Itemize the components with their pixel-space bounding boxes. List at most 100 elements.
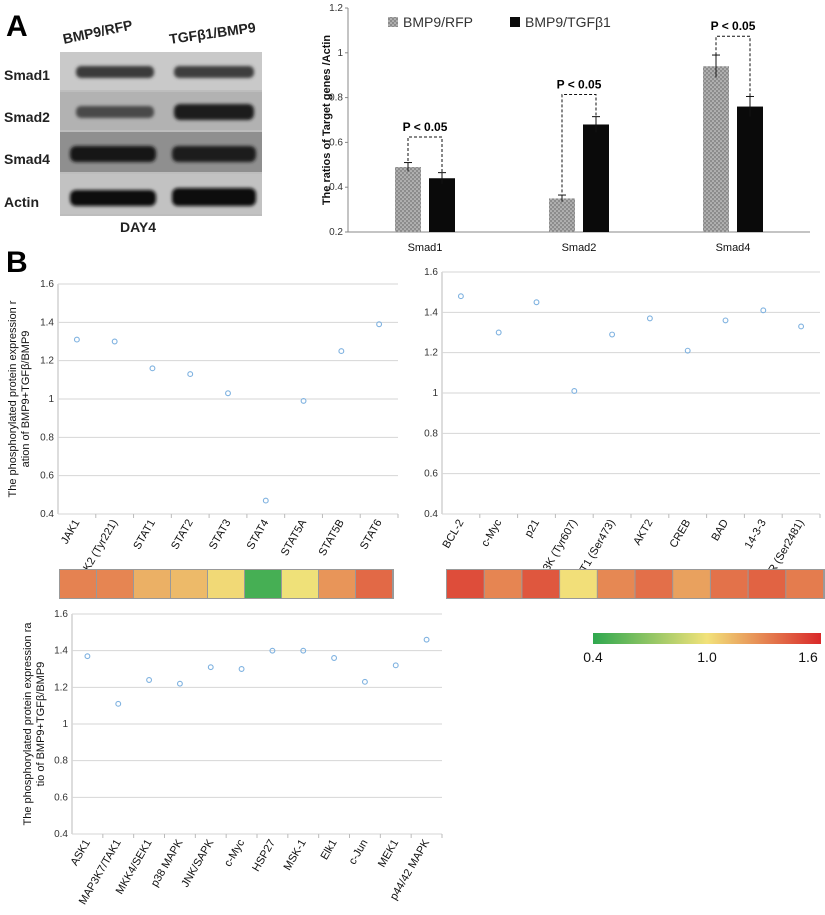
blot-caption: DAY4 [120, 219, 156, 235]
band-smad2-rfp [76, 106, 154, 118]
blot-row-label-smad4: Smad4 [4, 151, 50, 167]
color-scale-label-low: 0.4 [583, 649, 603, 665]
scatter-category-stat6: STAT6 [358, 518, 385, 552]
data-point-akt2 [646, 315, 653, 322]
scatter-y-tick-label: 1.6 [424, 267, 438, 278]
bar-category-smad1: Smad1 [408, 242, 443, 254]
heatmap-cell-stat6 [356, 570, 392, 598]
bar-y-tick-label: 0.2 [329, 227, 343, 238]
scatter-y-tick-label: 0.6 [424, 469, 438, 480]
scatter-y-axis-label: The phosphorylated protein expression ra… [22, 622, 47, 826]
heatmap-cell-stat5a [282, 570, 318, 598]
scatter-chart-mapk-pathway: 0.40.60.811.21.41.6ASK1MAP3K7/TAK1MKK4/S… [22, 609, 443, 907]
p-value-label-smad1: P < 0.05 [403, 120, 448, 134]
heatmap-cell-14-3-3 [748, 570, 786, 598]
heatmap-cell-creb [673, 570, 710, 598]
bar-y-tick-label: 1 [337, 48, 343, 59]
data-point-stat3 [225, 390, 231, 397]
color-scale: 0.4 1.0 1.6 [583, 633, 821, 665]
blot-row-label-smad1: Smad1 [4, 67, 50, 83]
bar-bmp9-rfp-smad1 [395, 167, 421, 232]
legend-swatch-rfp [388, 17, 398, 27]
scatter-category-c-jun: c-Jun [347, 838, 371, 867]
scatter-category-msk-1: MSK-1 [282, 838, 309, 873]
bar-bmp9-rfp-smad2 [549, 198, 575, 232]
scatter-category-hsp27: HSP27 [250, 838, 278, 874]
scatter-y-tick-label: 0.4 [424, 509, 438, 520]
data-point-p38-mapk [176, 680, 183, 687]
heatmap-cell-stat5b [319, 570, 355, 598]
heatmap-cell-pi3k-tyr607 [560, 570, 597, 598]
scatter-y-axis-label-line-1: The phosphorylated protein expression r [7, 300, 19, 497]
bar-y-tick-label: 0.8 [329, 93, 343, 104]
scatter-y-tick-label: 1.4 [40, 317, 54, 328]
band-smad2-tgf [174, 104, 254, 120]
data-point-14-3-3 [760, 307, 767, 314]
data-point-bcl-2 [457, 293, 464, 300]
legend-label-rfp: BMP9/RFP [403, 14, 473, 30]
scatter-y-axis-label: The phosphorylated protein expression ra… [7, 300, 32, 497]
bar-y-tick-label: 1.2 [329, 3, 343, 14]
scatter-category-jnk-sapk: JNK/SAPK [179, 837, 216, 890]
data-point-hsp27 [269, 647, 276, 654]
data-point-mek1 [392, 662, 399, 669]
bar-category-smad4: Smad4 [716, 242, 751, 254]
scatter-y-tick-label: 0.6 [40, 471, 54, 482]
scatter-y-axis-label-line-1: The phosphorylated protein expression ra [22, 622, 34, 826]
scatter-y-axis-label-line-2: ation of BMP9+TGFβ/BMP9 [20, 331, 32, 468]
data-point-stat5b [338, 348, 345, 355]
scatter-y-tick-label: 1.2 [54, 682, 68, 693]
band-smad1-tgf [174, 66, 254, 78]
scatter-y-tick-label: 0.8 [54, 756, 68, 767]
data-point-bad [722, 317, 729, 324]
scatter-category-stat2: STAT2 [169, 518, 196, 552]
scatter-y-tick-label: 1 [62, 719, 68, 730]
heatmap-cell-mtor-ser2481 [786, 570, 823, 598]
scatter-y-tick-label: 0.8 [424, 428, 438, 439]
scatter-y-tick-label: 1.4 [424, 307, 438, 318]
scatter-category-mek1: MEK1 [376, 838, 401, 870]
scatter-y-tick-label: 1.6 [40, 279, 54, 290]
heatmap-cell-akt1-ser473 [597, 570, 635, 598]
blot-row-label-actin: Actin [4, 194, 39, 210]
data-point-p21 [533, 299, 540, 306]
data-point-pi3k-tyr607 [571, 388, 578, 394]
heatmap-cell-akt2 [635, 570, 673, 598]
heatmap-cell-jak1 [60, 570, 96, 598]
heatmap-strip-stat [59, 569, 394, 599]
scatter-y-tick-label: 0.8 [40, 432, 54, 443]
western-blot: BMP9/RFP TGFβ1/BMP9 Smad1 Smad2 Smad4 Ac… [4, 17, 262, 235]
heatmap-cell-jak2-tyr221 [97, 570, 133, 598]
scatter-y-tick-label: 0.6 [54, 792, 68, 803]
bar-y-tick-label: 0.4 [329, 182, 343, 193]
scatter-y-tick-label: 1.4 [54, 646, 68, 657]
data-point-stat5a [300, 397, 307, 404]
significance-bracket-smad4 [715, 35, 751, 101]
heatmap-cell-p21 [522, 570, 560, 598]
heatmap-cell-bad [710, 570, 748, 598]
scatter-category-p21: p21 [523, 518, 543, 540]
bar-bmp9-tgf-1-smad1 [429, 178, 455, 232]
scatter-category-c-myc: c-Myc [222, 837, 247, 869]
heatmap-cell-c-myc [484, 570, 522, 598]
data-point-mtor-ser2481 [798, 323, 805, 330]
panel-letter-a: A [6, 10, 28, 43]
scatter-category-14-3-3: 14-3-3 [743, 518, 769, 552]
scatter-category-stat3: STAT3 [207, 518, 234, 552]
heatmap-cell-stat4 [245, 570, 281, 598]
color-scale-bar [593, 633, 821, 644]
panel-letter-b: B [6, 246, 28, 279]
data-point-jnk-sapk [207, 664, 214, 671]
scatter-category-bad: BAD [709, 517, 731, 543]
bar-y-axis-label: The ratios of Target genes /Actin [321, 35, 333, 206]
data-point-stat2 [187, 371, 194, 378]
data-point-ask1 [84, 653, 91, 660]
heatmap-cell-stat2 [171, 570, 207, 598]
legend-label-tgf: BMP9/TGFβ1 [525, 14, 611, 30]
data-point-p44-42-mapk [423, 636, 430, 643]
heatmap-cell-stat3 [208, 570, 244, 598]
scatter-y-tick-label: 1.2 [40, 356, 54, 367]
